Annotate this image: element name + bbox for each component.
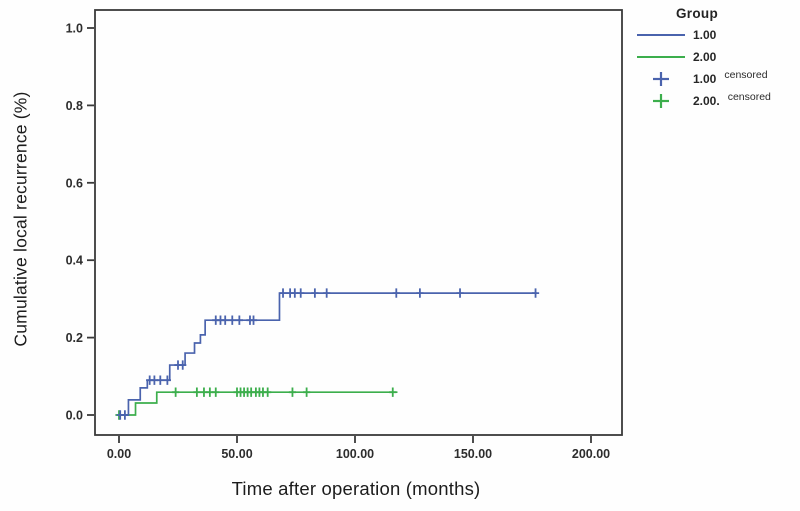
legend-item-group1-line: 1.00 [636, 24, 800, 46]
x-tick-label: 100.00 [336, 447, 374, 461]
plot-border [94, 9, 623, 436]
legend-item-label: 2.00 [693, 50, 717, 64]
legend-plus-swatch-group2 [636, 93, 686, 109]
legend: Group 1.00 2.00 1.00 censored [636, 6, 800, 112]
censor-mark-1.00 [249, 315, 258, 325]
y-tick-label: 0.8 [66, 99, 83, 113]
legend-plus-swatch-group1 [636, 71, 686, 87]
legend-title: Group [676, 6, 718, 21]
censor-mark-1.00 [392, 288, 400, 298]
censor-mark-1.00 [179, 360, 187, 370]
censor-mark-2.00 [389, 387, 397, 397]
x-tick-label: 0.00 [107, 447, 131, 461]
censor-mark-1.00 [156, 375, 164, 385]
censored-plus-icon [653, 72, 669, 86]
legend-item-suffix: censored [727, 91, 771, 103]
legend-item-group2-censored: 2.00. censored [636, 90, 800, 112]
censor-mark-1.00 [323, 288, 331, 298]
censor-mark-1.00 [311, 288, 319, 298]
censor-mark-2.00 [172, 387, 180, 397]
legend-line-swatch-group1 [636, 34, 686, 36]
legend-item-label: 2.00. [693, 94, 720, 108]
x-tick-label: 150.00 [454, 447, 492, 461]
censor-mark-2.00 [264, 387, 272, 397]
x-tick-label: 200.00 [572, 447, 610, 461]
legend-item-label: 1.00 [693, 28, 717, 42]
legend-line-swatch-group2 [636, 56, 686, 58]
line-swatch-icon [637, 34, 685, 36]
censor-mark-1.00 [279, 288, 287, 298]
y-tick-label: 1.0 [66, 22, 83, 36]
legend-item-label: 1.00 [693, 72, 717, 86]
censor-mark-1.00 [531, 288, 540, 298]
censor-mark-2.00 [303, 387, 311, 397]
censor-mark-1.00 [456, 288, 464, 298]
series-line-2.00 [119, 391, 398, 416]
censor-mark-1.00 [221, 315, 229, 325]
censor-mark-1.00 [297, 288, 305, 298]
censor-mark-1.00 [121, 410, 129, 420]
series-line-1.00 [119, 292, 537, 416]
censor-mark-1.00 [163, 375, 171, 385]
y-tick-label: 0.0 [66, 409, 83, 423]
y-tick-label: 0.4 [66, 254, 83, 268]
y-tick-label: 0.2 [66, 331, 83, 345]
legend-item-group2-line: 2.00 [636, 46, 800, 68]
censor-mark-1.00 [416, 288, 424, 298]
censor-mark-2.00 [212, 387, 220, 397]
y-axis-title: Cumulative local recurrence (%) [10, 91, 31, 347]
legend-item-suffix: censored [724, 69, 768, 81]
y-tick-label: 0.6 [66, 176, 83, 190]
censor-mark-1.00 [228, 315, 236, 325]
x-axis-title: Time after operation (months) [231, 478, 481, 499]
censor-mark-2.00 [193, 387, 201, 397]
line-swatch-icon [637, 56, 685, 58]
censor-mark-2.00 [288, 387, 297, 397]
x-tick-label: 50.00 [221, 447, 252, 461]
legend-item-group1-censored: 1.00 censored [636, 68, 800, 90]
censor-mark-1.00 [235, 315, 243, 325]
censored-plus-icon [653, 94, 669, 108]
